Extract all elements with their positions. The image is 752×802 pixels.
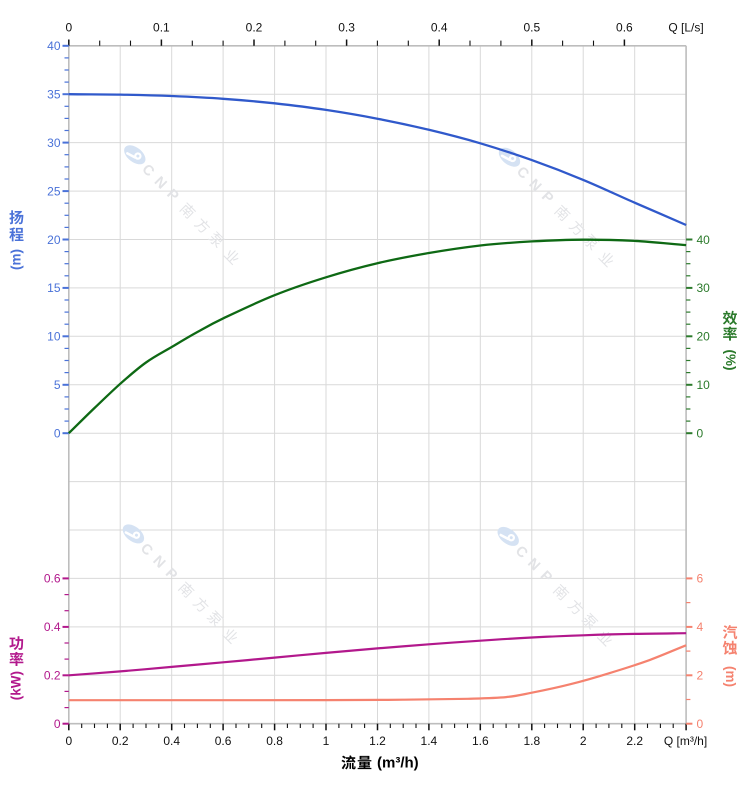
svg-text:0: 0 [697,427,704,441]
svg-text:35: 35 [47,88,61,102]
svg-text:Q [L/s]: Q [L/s] [668,20,703,34]
svg-text:30: 30 [697,281,711,295]
svg-text:0: 0 [54,427,61,441]
svg-text:0.1: 0.1 [153,20,170,34]
svg-text:2: 2 [580,734,587,748]
svg-text:0.2: 0.2 [246,20,263,34]
svg-text:(%): (%) [723,350,738,371]
svg-text:0: 0 [54,717,61,731]
svg-text:0.2: 0.2 [44,669,61,683]
svg-text:0.6: 0.6 [44,572,61,586]
svg-text:20: 20 [47,233,61,247]
svg-text:1.4: 1.4 [421,734,438,748]
svg-text:10: 10 [47,330,61,344]
svg-text:25: 25 [47,184,61,198]
svg-text:0.3: 0.3 [338,20,355,34]
svg-text:20: 20 [697,330,711,344]
svg-text:5: 5 [54,378,61,392]
svg-text:40: 40 [47,39,61,53]
svg-text:0.5: 0.5 [523,20,540,34]
svg-text:(kW): (kW) [9,671,24,700]
svg-text:0: 0 [65,20,72,34]
svg-text:4: 4 [697,620,704,634]
svg-text:1.2: 1.2 [369,734,386,748]
svg-text:0.2: 0.2 [112,734,129,748]
svg-text:(m): (m) [9,249,24,270]
svg-text:15: 15 [47,281,61,295]
svg-text:Q [m³/h]: Q [m³/h] [664,734,707,748]
svg-text:(m³/h): (m³/h) [377,754,419,771]
svg-text:0.8: 0.8 [266,734,283,748]
svg-text:0: 0 [65,734,72,748]
svg-text:6: 6 [697,572,704,586]
svg-text:1.6: 1.6 [472,734,489,748]
svg-text:2: 2 [697,669,704,683]
svg-text:30: 30 [47,136,61,150]
svg-text:1: 1 [323,734,330,748]
svg-text:0.4: 0.4 [431,20,448,34]
svg-text:40: 40 [697,233,711,247]
svg-text:1.8: 1.8 [523,734,540,748]
svg-text:0.4: 0.4 [163,734,180,748]
svg-text:0: 0 [697,717,704,731]
svg-text:(m): (m) [723,666,738,687]
svg-text:0.6: 0.6 [616,20,633,34]
svg-text:0.6: 0.6 [215,734,232,748]
svg-text:0.4: 0.4 [44,620,61,634]
svg-text:2.2: 2.2 [626,734,643,748]
svg-text:10: 10 [697,378,711,392]
